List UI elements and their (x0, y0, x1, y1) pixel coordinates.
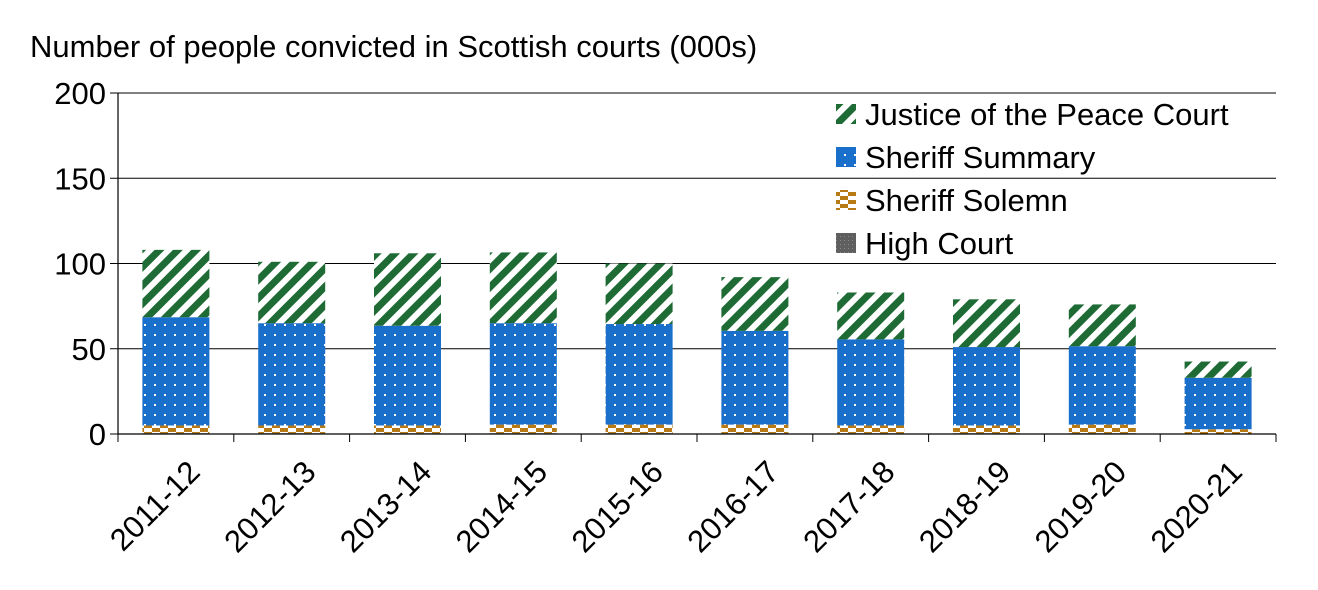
x-axis-ticks: 2011-12 2012-13 2013-14 2014-15 2015-16 2016-… (103, 434, 1277, 559)
legend-label-high: High Court (865, 226, 1014, 261)
bar-solemn-2011-12 (142, 425, 210, 434)
x-tick-label: 2015-16 (565, 454, 670, 559)
bar-solemn-2012-13 (258, 425, 326, 434)
bar-summary-2014-15 (489, 323, 557, 425)
bar-summary-2016-17 (721, 330, 789, 425)
bar-jp-2011-12 (142, 249, 210, 318)
chart-title: Number of people convicted in Scottish c… (30, 29, 757, 64)
bar-solemn-2018-19 (953, 425, 1020, 434)
bar-summary-2017-18 (837, 339, 905, 426)
bar-jp-2019-20 (1068, 304, 1136, 347)
x-tick-label: 2013-14 (333, 454, 438, 559)
legend: Justice of the Peace Court Sheriff Summar… (836, 97, 1229, 261)
x-tick-label: 2011-12 (103, 454, 207, 558)
bar-solemn-2013-14 (374, 425, 441, 434)
bar-jp-2012-13 (258, 261, 326, 324)
x-tick-label: 2014-15 (449, 454, 554, 559)
legend-label-jp: Justice of the Peace Court (865, 97, 1229, 132)
bar-jp-2017-18 (837, 292, 905, 340)
bars (142, 249, 1252, 434)
y-tick-label: 50 (72, 332, 106, 367)
legend-swatch-jp (836, 104, 856, 124)
x-tick-label: 2012-13 (217, 454, 322, 559)
x-tick-label: 2016-17 (680, 454, 785, 559)
bar-summary-2020-21 (1184, 377, 1252, 430)
y-tick-label: 200 (54, 76, 106, 111)
bar-summary-2011-12 (142, 317, 210, 426)
bar-jp-2013-14 (374, 253, 441, 326)
x-tick-label: 2019-20 (1028, 454, 1133, 559)
legend-label-solemn: Sheriff Solemn (865, 183, 1068, 218)
x-tick-label: 2017-18 (796, 454, 901, 559)
x-tick-label: 2018-19 (912, 454, 1017, 559)
bar-solemn-2015-16 (605, 424, 673, 434)
y-tick-label: 100 (54, 247, 106, 282)
y-axis-ticks: 0 50 100 150 200 (54, 76, 118, 452)
legend-swatch-solemn (836, 190, 856, 210)
bar-summary-2018-19 (953, 347, 1020, 426)
bar-jp-2015-16 (605, 263, 673, 325)
legend-swatch-summary (836, 147, 856, 167)
y-tick-label: 150 (54, 161, 106, 196)
bar-jp-2020-21 (1184, 361, 1252, 378)
bar-solemn-2019-20 (1068, 424, 1136, 434)
x-tick-label: 2020-21 (1144, 454, 1249, 559)
bar-summary-2012-13 (258, 323, 326, 426)
bar-solemn-2017-18 (837, 425, 905, 434)
legend-swatch-high (836, 233, 856, 253)
bar-summary-2019-20 (1068, 346, 1136, 425)
bar-jp-2018-19 (953, 299, 1020, 348)
bar-solemn-2014-15 (489, 424, 557, 434)
bar-jp-2016-17 (721, 277, 789, 331)
legend-label-summary: Sheriff Summary (865, 140, 1096, 175)
bar-summary-2013-14 (374, 325, 441, 426)
y-tick-label: 0 (89, 417, 106, 452)
bar-solemn-2016-17 (721, 424, 789, 434)
bar-solemn-2020-21 (1184, 429, 1252, 434)
bar-jp-2014-15 (489, 252, 557, 324)
bar-summary-2015-16 (605, 324, 673, 425)
